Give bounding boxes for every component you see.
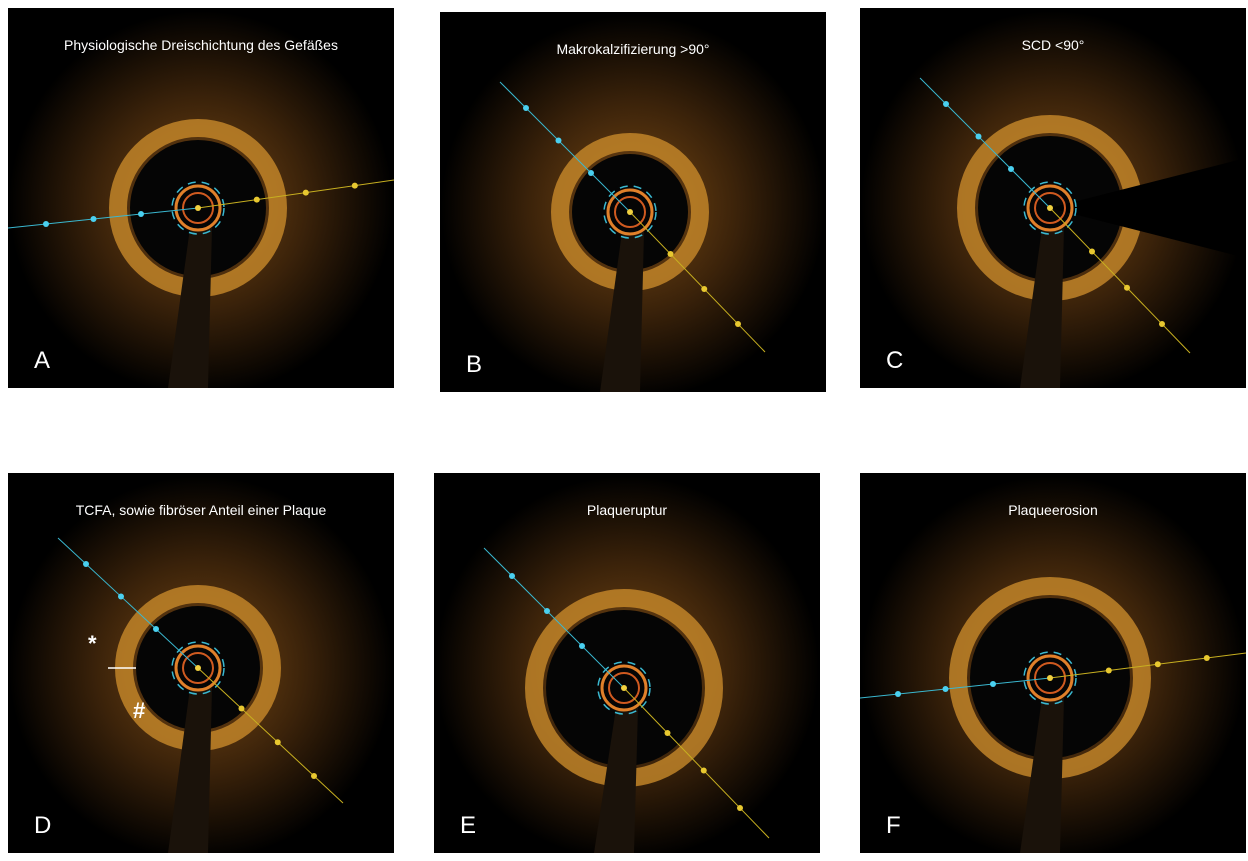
measure-dot [943, 686, 949, 692]
oct-image: Plaqueruptur E [434, 473, 820, 853]
measure-dot [239, 706, 245, 712]
measure-dot [895, 691, 901, 697]
panel-title: Physiologische Dreischichtung des Gefäße… [64, 37, 338, 53]
panel-letter: F [886, 812, 901, 839]
oct-panel: Plaqueerosion F [860, 473, 1246, 853]
measure-dot [43, 221, 49, 227]
measure-dot [1089, 249, 1095, 255]
panel-title: TCFA, sowie fibröser Anteil einer Plaque [76, 502, 327, 518]
measure-dot [1204, 655, 1210, 661]
measure-dot [737, 805, 743, 811]
measure-dot [668, 251, 674, 257]
panel-title: Plaqueruptur [587, 502, 668, 518]
oct-panel: TCFA, sowie fibröser Anteil einer Plaque… [8, 473, 394, 853]
oct-panel: Physiologische Dreischichtung des Gefäße… [8, 8, 394, 388]
measure-dot [523, 105, 529, 111]
measure-dot [556, 138, 562, 144]
oct-panel: Plaqueruptur E [434, 473, 820, 853]
panel-letter: E [460, 812, 476, 839]
measure-dot [352, 183, 358, 189]
measure-dot [735, 321, 741, 327]
center-dot [195, 665, 201, 671]
measure-dot [701, 768, 707, 774]
measure-dot [1155, 661, 1161, 667]
measure-dot [1159, 321, 1165, 327]
measure-dot [509, 573, 515, 579]
measure-dot [83, 561, 89, 567]
center-dot [627, 209, 633, 215]
oct-image: Makrokalzifizierung >90° B [440, 12, 826, 392]
measure-dot [665, 730, 671, 736]
center-dot [1047, 205, 1053, 211]
oct-image: Physiologische Dreischichtung des Gefäße… [8, 8, 394, 388]
measure-dot [544, 608, 550, 614]
oct-image: Plaqueerosion F [860, 473, 1246, 853]
oct-panel: Makrokalzifizierung >90° B [440, 12, 826, 392]
measure-dot [1106, 668, 1112, 674]
measure-dot [990, 681, 996, 687]
measure-dot [1124, 285, 1130, 291]
oct-image: SCD <90° C [860, 8, 1246, 388]
measure-dot [976, 134, 982, 140]
measure-dot [138, 211, 144, 217]
center-dot [195, 205, 201, 211]
center-dot [1047, 675, 1053, 681]
panel-title: Makrokalzifizierung >90° [556, 41, 709, 57]
measure-dot [275, 739, 281, 745]
oct-panel: SCD <90° C [860, 8, 1246, 388]
panel-letter: B [466, 351, 482, 378]
panel-title: SCD <90° [1022, 37, 1085, 53]
annotation-symbol: * [88, 631, 97, 656]
center-dot [621, 685, 627, 691]
measure-dot [588, 170, 594, 176]
annotation-symbol: # [133, 698, 145, 723]
measure-dot [1008, 166, 1014, 172]
measure-dot [254, 197, 260, 203]
measure-dot [943, 101, 949, 107]
panel-title: Plaqueerosion [1008, 502, 1098, 518]
measure-dot [303, 190, 309, 196]
measure-dot [579, 643, 585, 649]
panel-letter: C [886, 347, 903, 374]
measure-dot [153, 626, 159, 632]
measure-dot [118, 594, 124, 600]
panel-letter: A [34, 347, 50, 374]
panel-letter: D [34, 812, 51, 839]
measure-dot [311, 773, 317, 779]
measure-dot [91, 216, 97, 222]
page: Physiologische Dreischichtung des Gefäße… [0, 0, 1248, 861]
oct-image: TCFA, sowie fibröser Anteil einer Plaque… [8, 473, 394, 853]
measure-dot [701, 286, 707, 292]
